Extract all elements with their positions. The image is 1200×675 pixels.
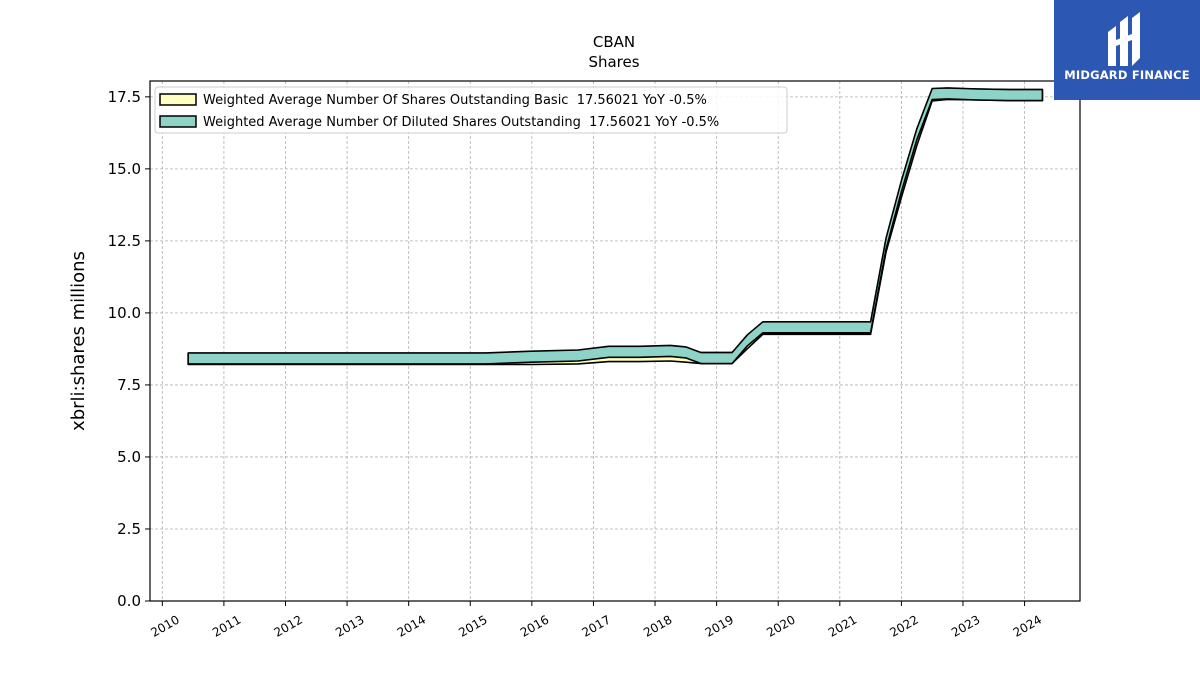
x-tick-label: 2010 xyxy=(148,612,181,639)
y-tick-label: 17.5 xyxy=(108,88,141,106)
y-tick-label: 0.0 xyxy=(117,592,141,610)
y-tick-label: 5.0 xyxy=(117,448,141,466)
x-tick-label: 2018 xyxy=(641,612,674,639)
legend-swatch-basic xyxy=(159,93,197,106)
data-areas xyxy=(187,87,1044,366)
grid xyxy=(150,81,1080,602)
chart-title: CBAN xyxy=(593,33,635,51)
y-tick-label: 2.5 xyxy=(117,520,141,538)
brand-logo: MIDGARD FINANCE xyxy=(1054,0,1200,100)
x-tick-label: 2013 xyxy=(333,612,366,639)
x-tick-label: 2023 xyxy=(949,612,982,639)
series-diluted-shares xyxy=(187,87,1044,365)
y-tick-label: 10.0 xyxy=(108,304,141,322)
legend-label-basic: Weighted Average Number Of Shares Outsta… xyxy=(203,93,707,108)
x-tick-label: 2012 xyxy=(272,612,305,639)
legend-swatch-diluted xyxy=(159,115,197,128)
x-tick-label: 2020 xyxy=(764,612,797,639)
x-tick-label: 2016 xyxy=(518,612,551,639)
x-axis-ticks: 2010 2011 2012 2013 2014 2015 2016 2017 2018 2019… xyxy=(148,601,1044,640)
legend-label-diluted: Weighted Average Number Of Diluted Share… xyxy=(203,115,719,130)
y-tick-label: 12.5 xyxy=(108,232,141,250)
x-tick-label: 2017 xyxy=(579,612,612,639)
y-axis-label: xbrli:shares millions xyxy=(68,251,89,431)
x-tick-label: 2024 xyxy=(1011,612,1044,639)
brand-logo-text: MIDGARD FINANCE xyxy=(1064,68,1190,82)
x-tick-label: 2015 xyxy=(456,612,489,639)
y-tick-label: 15.0 xyxy=(108,160,141,178)
legend-frame xyxy=(154,86,788,134)
plot-frame xyxy=(149,80,1081,602)
legend: Weighted Average Number Of Shares Outsta… xyxy=(154,86,788,134)
y-axis-ticks: 0.0 2.5 5.0 7.5 10.0 12.5 15.0 17.5 xyxy=(108,88,150,610)
x-tick-label: 2019 xyxy=(703,612,736,639)
y-tick-label: 7.5 xyxy=(117,376,141,394)
x-tick-label: 2022 xyxy=(887,612,920,639)
chart-subtitle: Shares xyxy=(588,53,639,71)
x-tick-label: 2014 xyxy=(395,612,428,639)
x-tick-label: 2021 xyxy=(826,612,859,639)
x-tick-label: 2011 xyxy=(210,612,243,639)
midgard-logo-icon xyxy=(1108,12,1140,66)
